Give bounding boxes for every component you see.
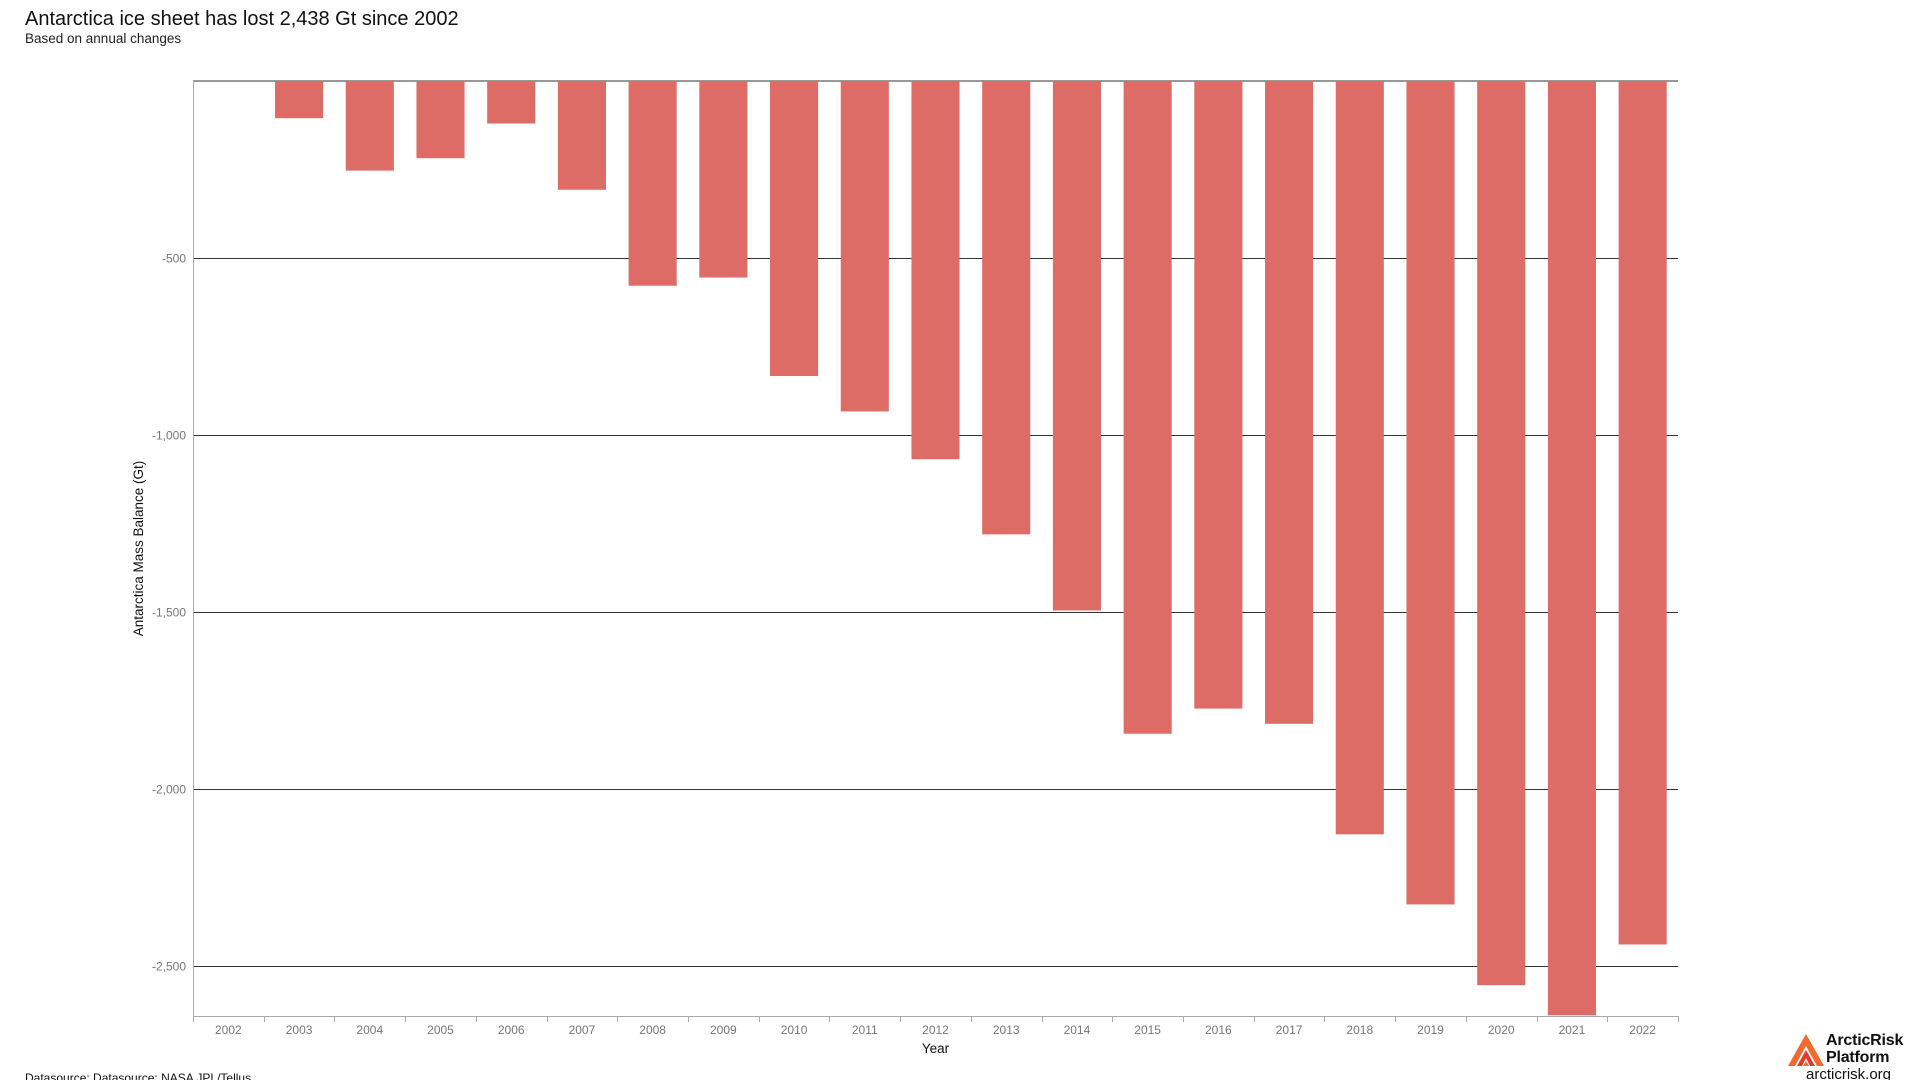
bars bbox=[275, 81, 1667, 1016]
x-tick-label: 2008 bbox=[639, 1023, 666, 1037]
x-tick-label: 2012 bbox=[922, 1023, 949, 1037]
y-tick-label: -500 bbox=[162, 252, 186, 266]
bar bbox=[1618, 81, 1667, 945]
chart-title: Antarctica ice sheet has lost 2,438 Gt s… bbox=[25, 8, 459, 30]
bar bbox=[840, 81, 889, 412]
bar bbox=[770, 81, 819, 377]
bar bbox=[1335, 81, 1384, 835]
x-tick-label: 2020 bbox=[1488, 1023, 1515, 1037]
x-tick-label: 2003 bbox=[286, 1023, 313, 1037]
chart-subtitle: Based on annual changes bbox=[25, 31, 182, 46]
bar bbox=[487, 81, 536, 124]
x-tick-label: 2009 bbox=[710, 1023, 737, 1037]
bar bbox=[628, 81, 677, 286]
bar bbox=[416, 81, 465, 159]
x-tick-label: 2017 bbox=[1276, 1023, 1303, 1037]
bar bbox=[911, 81, 960, 460]
bar bbox=[1406, 81, 1455, 905]
y-tick-label: -1,500 bbox=[152, 606, 186, 620]
x-tick-label: 2019 bbox=[1417, 1023, 1444, 1037]
bar bbox=[1265, 81, 1314, 724]
bar bbox=[1477, 81, 1526, 986]
x-tick-label: 2021 bbox=[1559, 1023, 1586, 1037]
arcticrisk-logo-icon bbox=[1788, 1034, 1824, 1066]
brand-name-line1: ArcticRisk bbox=[1826, 1032, 1904, 1049]
bar bbox=[1123, 81, 1172, 734]
brand-url: arcticrisk.org bbox=[1806, 1066, 1892, 1080]
bar bbox=[557, 81, 606, 190]
y-tick-label: -2,500 bbox=[152, 960, 186, 974]
x-tick-label: 2002 bbox=[215, 1023, 242, 1037]
bar bbox=[982, 81, 1031, 535]
x-tick-label: 2005 bbox=[427, 1023, 454, 1037]
y-axis-title: Antarctica Mass Balance (Gt) bbox=[131, 461, 146, 637]
x-tick-label: 2015 bbox=[1134, 1023, 1161, 1037]
brand-block: ArcticRisk Platform arcticrisk.org bbox=[1788, 1032, 1910, 1080]
y-tick-label: -1,000 bbox=[152, 429, 186, 443]
datasource-note: Datasource: Datasource: NASA JPL/Tellus bbox=[25, 1071, 252, 1080]
x-tick-label: 2018 bbox=[1346, 1023, 1373, 1037]
x-tick-label: 2006 bbox=[498, 1023, 525, 1037]
x-tick-label: 2014 bbox=[1064, 1023, 1091, 1037]
bar bbox=[275, 81, 324, 119]
bar bbox=[345, 81, 394, 171]
brand-name-line2: Platform bbox=[1826, 1049, 1890, 1066]
bar bbox=[1547, 81, 1596, 1016]
x-tick-label: 2010 bbox=[781, 1023, 808, 1037]
bar bbox=[1052, 81, 1101, 611]
x-tick-label: 2013 bbox=[993, 1023, 1020, 1037]
x-tick-label: 2016 bbox=[1205, 1023, 1232, 1037]
bar bbox=[1194, 81, 1243, 709]
y-tick-label: -2,000 bbox=[152, 783, 186, 797]
x-tick-label: 2011 bbox=[852, 1023, 878, 1037]
x-axis-title: Year bbox=[922, 1041, 950, 1056]
x-tick-label: 2007 bbox=[569, 1023, 596, 1037]
x-tick-label: 2004 bbox=[356, 1023, 383, 1037]
x-tick-label: 2022 bbox=[1629, 1023, 1656, 1037]
axes: -500 -1,000 -1,500 -2,000 -2,500 2002 2003 2004… bbox=[152, 81, 1679, 1037]
bar bbox=[699, 81, 748, 278]
brand-name: ArcticRisk Platform bbox=[1826, 1032, 1903, 1066]
